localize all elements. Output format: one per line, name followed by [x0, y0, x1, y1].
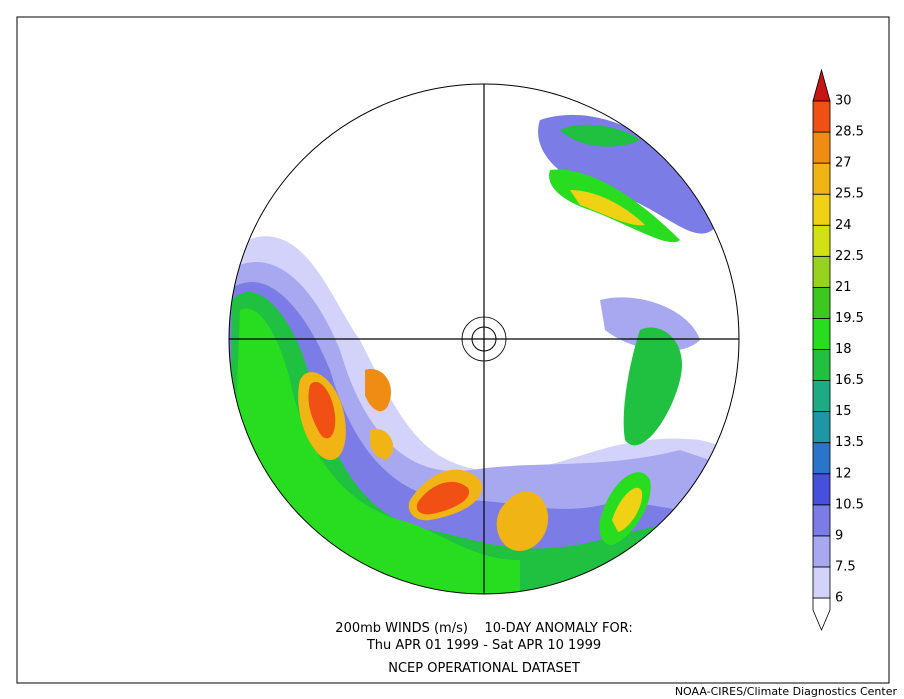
legend-label: 6 — [835, 591, 843, 606]
legend-arrow — [812, 68, 831, 102]
legend-swatch — [812, 442, 831, 475]
legend-swatch — [812, 318, 831, 350]
legend-swatch — [812, 286, 831, 319]
legend-swatch — [812, 504, 831, 537]
legend-label: 24 — [835, 218, 852, 233]
legend-label: 12 — [835, 466, 852, 481]
legend-label: 21 — [835, 280, 852, 295]
legend-swatch — [812, 566, 831, 599]
legend-swatch — [812, 411, 831, 444]
legend-swatch — [812, 193, 831, 226]
legend-label: 27 — [835, 156, 852, 171]
caption-line: 200mb WINDS (m/s) 10-DAY ANOMALY FOR: — [335, 621, 632, 636]
legend-swatch — [812, 535, 831, 568]
legend-label: 9 — [835, 528, 843, 543]
legend-swatch — [812, 255, 831, 288]
legend-label: 15 — [835, 404, 852, 419]
legend-label: 16.5 — [835, 373, 864, 388]
legend-label: 13.5 — [835, 435, 864, 450]
legend-label: 10.5 — [835, 497, 864, 512]
legend-label: 30 — [835, 94, 852, 109]
graticule — [228, 83, 740, 595]
legend-label: 22.5 — [835, 249, 864, 264]
legend-swatch — [812, 162, 831, 195]
legend-swatch — [812, 380, 831, 413]
frame — [16, 16, 890, 684]
legend-label: 28.5 — [835, 125, 864, 140]
legend-swatch — [812, 100, 831, 133]
legend-swatch — [812, 349, 831, 381]
legend-swatch — [812, 473, 831, 506]
legend-swatch — [812, 131, 831, 164]
legend-arrow — [812, 597, 831, 632]
caption-line: NCEP OPERATIONAL DATASET — [388, 661, 580, 676]
legend-swatch — [812, 224, 831, 257]
legend-label: 25.5 — [835, 187, 864, 202]
legend-label: 18 — [835, 342, 852, 357]
legend-label: 19.5 — [835, 311, 864, 326]
caption-line: Thu APR 01 1999 - Sat APR 10 1999 — [366, 638, 601, 653]
color-legend: 6 7.5 9 10.5 12 13.5 15 16.5 18 19.5 21 22.5 24 25.5 2… — [812, 68, 864, 632]
legend-label: 7.5 — [835, 559, 856, 574]
credit: NOAA-CIRES/Climate Diagnostics Center — [675, 685, 898, 698]
